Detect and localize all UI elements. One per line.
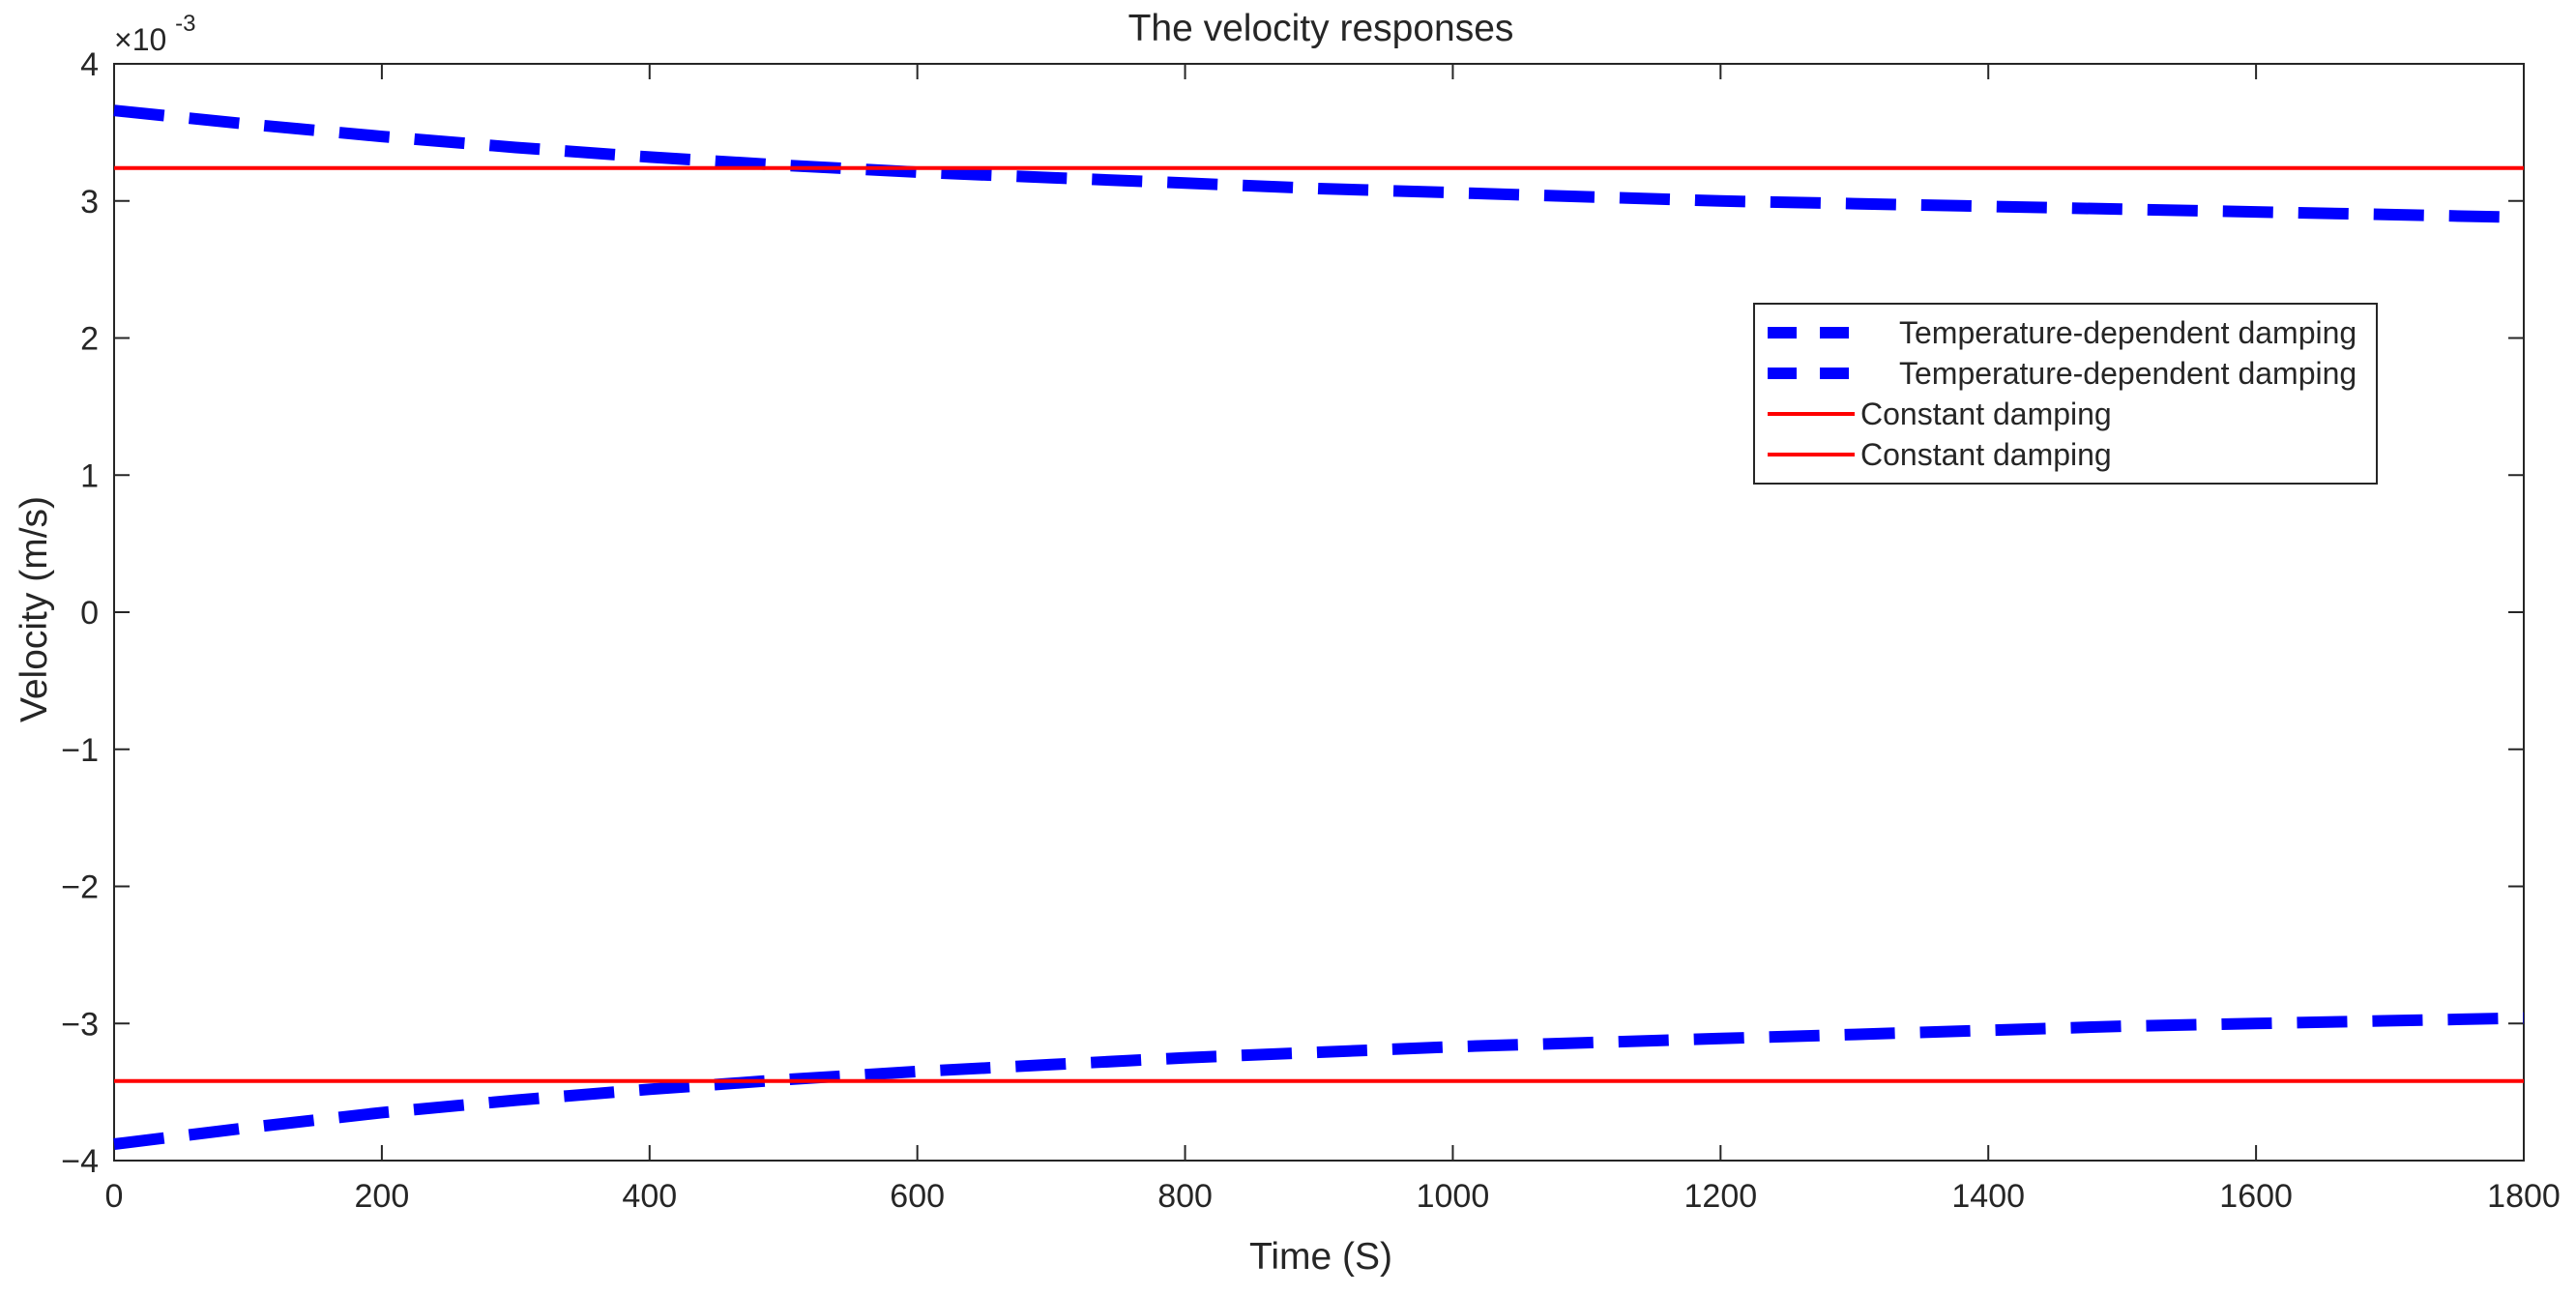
x-tick-label: 1800	[2487, 1178, 2561, 1215]
series-line-2	[113, 1012, 2525, 1150]
data-point	[1050, 1064, 1052, 1066]
data-point	[2523, 1017, 2525, 1019]
data-point	[1987, 1029, 1989, 1031]
y-tick-label: 0	[80, 595, 99, 632]
data-point	[2523, 1080, 2525, 1082]
x-tick-label: 0	[105, 1178, 124, 1215]
y-exponent-base: ×10	[114, 22, 166, 57]
legend-label-2: Temperature-dependent damping	[1899, 356, 2356, 391]
series-layer	[113, 104, 2525, 1150]
data-point	[2523, 167, 2525, 169]
x-tick-label: 1000	[1417, 1178, 1490, 1215]
y-tick-label: −2	[61, 869, 99, 906]
data-point	[917, 1071, 919, 1073]
data-point	[649, 156, 651, 158]
y-tick-label: −3	[61, 1006, 99, 1043]
data-point	[113, 167, 115, 169]
data-point	[2389, 1019, 2391, 1021]
x-axis-title: Time (S)	[1249, 1236, 1392, 1278]
data-point	[1050, 177, 1052, 179]
y-tick-label: 3	[80, 184, 99, 221]
data-point	[1318, 1051, 1320, 1053]
legend-label-3: Constant damping	[1860, 397, 2112, 431]
legend-label-4: Constant damping	[1860, 437, 2112, 472]
data-point	[2122, 208, 2123, 210]
y-tick-label: −4	[61, 1143, 99, 1180]
data-point	[1185, 182, 1186, 184]
x-tick-label: 400	[622, 1178, 677, 1215]
data-point	[2255, 1022, 2257, 1024]
series-line-1	[113, 104, 2525, 223]
y-tick-label: 1	[80, 457, 99, 494]
data-point	[1451, 1045, 1453, 1047]
data-point	[649, 1088, 651, 1090]
data-point	[381, 135, 383, 137]
data-point	[1854, 1034, 1856, 1036]
y-exponent-label: ×10 -3	[114, 11, 196, 57]
chart-title: The velocity responses	[1128, 8, 1514, 49]
y-exponent-power: -3	[175, 11, 195, 37]
axes: 0 200 400 600 800 1000 1200 1400 1600 1800 −4 −3 −2 −…	[61, 46, 2561, 1215]
data-point	[1719, 1038, 1721, 1040]
x-tick-label: 1200	[1684, 1178, 1758, 1215]
data-point	[1451, 191, 1453, 193]
data-point	[113, 109, 115, 111]
data-point	[1586, 1042, 1588, 1044]
data-point	[1854, 203, 1856, 205]
data-point	[113, 1143, 115, 1145]
data-point	[1987, 205, 1989, 207]
y-axis-title: Velocity (m/s)	[14, 496, 55, 722]
data-point	[1586, 196, 1588, 198]
data-point	[1719, 200, 1721, 202]
y-tick-label: 2	[80, 321, 99, 358]
data-point	[1318, 188, 1320, 190]
x-tick-label: 600	[890, 1178, 945, 1215]
x-tick-label: 200	[355, 1178, 410, 1215]
data-point	[514, 147, 516, 149]
data-point	[2523, 217, 2525, 219]
data-point	[2389, 214, 2391, 216]
axes-frame	[113, 63, 2525, 1162]
plot-area	[114, 64, 2524, 1161]
data-point	[2122, 1025, 2123, 1027]
legend-box	[1753, 303, 2378, 485]
data-point	[247, 123, 249, 125]
x-tick-label: 800	[1157, 1178, 1213, 1215]
data-point	[1185, 1057, 1186, 1059]
data-point	[2255, 211, 2257, 213]
data-point	[917, 171, 919, 173]
x-tick-label: 1600	[2219, 1178, 2293, 1215]
legend-label-1: Temperature-dependent damping	[1899, 315, 2356, 350]
data-point	[782, 164, 784, 166]
data-point	[514, 1100, 516, 1102]
y-tick-label: 4	[80, 46, 99, 83]
legend: Temperature-dependent damping Temperature…	[1753, 303, 2378, 485]
plot-background	[114, 64, 2524, 1161]
x-tick-label: 1400	[1951, 1178, 2025, 1215]
data-point	[381, 1111, 383, 1113]
data-point	[247, 1127, 249, 1129]
y-tick-label: −1	[61, 732, 99, 769]
data-point	[113, 1080, 115, 1082]
